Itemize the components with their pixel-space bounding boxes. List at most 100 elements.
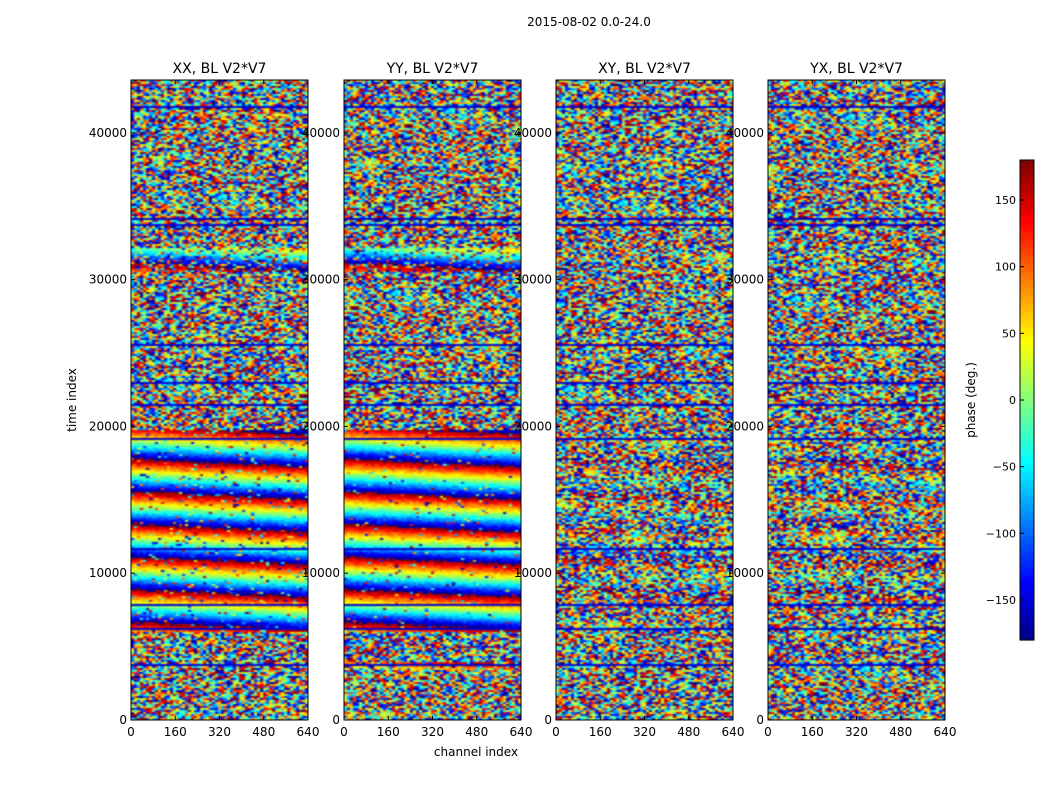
colorbar-segment bbox=[1020, 188, 1034, 193]
colorbar-segment bbox=[1020, 332, 1034, 337]
colorbar-segment bbox=[1020, 468, 1034, 473]
colorbar-tick-label: −150 bbox=[986, 594, 1016, 607]
x-tick-label: 640 bbox=[934, 725, 957, 739]
x-tick-label: 160 bbox=[589, 725, 612, 739]
colorbar-segment bbox=[1020, 496, 1034, 501]
colorbar-segment bbox=[1020, 368, 1034, 373]
colorbar-segment bbox=[1020, 272, 1034, 277]
colorbar-segment bbox=[1020, 576, 1034, 581]
colorbar-segment bbox=[1020, 400, 1034, 405]
colorbar-segment bbox=[1020, 248, 1034, 253]
colorbar-segment bbox=[1020, 460, 1034, 465]
heatmap-cells bbox=[768, 80, 945, 720]
colorbar-segment bbox=[1020, 328, 1034, 333]
x-tick-label: 0 bbox=[764, 725, 772, 739]
colorbar-segment bbox=[1020, 336, 1034, 341]
colorbar-segment bbox=[1020, 556, 1034, 561]
y-tick-label: 30000 bbox=[302, 273, 340, 287]
y-tick-label: 10000 bbox=[726, 566, 764, 580]
colorbar-segment bbox=[1020, 412, 1034, 417]
x-tick-label: 640 bbox=[297, 725, 320, 739]
colorbar-segment bbox=[1020, 240, 1034, 245]
panel-3: XY, BL V2*V7 0 160 320 480 640 0 10000 20000 3000… bbox=[514, 61, 745, 739]
colorbar-segment bbox=[1020, 304, 1034, 309]
y-tick-label: 0 bbox=[756, 713, 764, 727]
y-tick-label: 10000 bbox=[89, 566, 127, 580]
colorbar-segment bbox=[1020, 424, 1034, 429]
x-tick-label: 320 bbox=[845, 725, 868, 739]
colorbar-segment bbox=[1020, 476, 1034, 481]
colorbar-segment bbox=[1020, 528, 1034, 533]
colorbar-tick-label: −100 bbox=[986, 527, 1016, 540]
colorbar-segment bbox=[1020, 492, 1034, 497]
colorbar-segment bbox=[1020, 568, 1034, 573]
colorbar-segment bbox=[1020, 512, 1034, 517]
y-tick-label: 20000 bbox=[89, 419, 127, 433]
colorbar-segment bbox=[1020, 500, 1034, 505]
colorbar-segment bbox=[1020, 440, 1034, 445]
colorbar-segment bbox=[1020, 364, 1034, 369]
colorbar-label: phase (deg.) bbox=[964, 362, 978, 438]
panel-1: XX, BL V2*V7 0 160 320 480 640 0 10000 20000 3000… bbox=[89, 61, 320, 739]
colorbar-segment bbox=[1020, 580, 1034, 585]
y-axis-label: time index bbox=[65, 368, 79, 432]
colorbar-segment bbox=[1020, 256, 1034, 261]
colorbar-segment bbox=[1020, 420, 1034, 425]
colorbar-segment bbox=[1020, 320, 1034, 325]
colorbar-segment bbox=[1020, 312, 1034, 317]
colorbar-segment bbox=[1020, 620, 1034, 625]
x-tick-label: 480 bbox=[677, 725, 700, 739]
colorbar-segment bbox=[1020, 480, 1034, 485]
colorbar-segment bbox=[1020, 160, 1034, 165]
colorbar-segment bbox=[1020, 516, 1034, 521]
y-tick-label: 20000 bbox=[726, 419, 764, 433]
heatmap-cells bbox=[131, 80, 308, 720]
colorbar-segment bbox=[1020, 604, 1034, 609]
colorbar-segment bbox=[1020, 244, 1034, 249]
x-tick-label: 160 bbox=[801, 725, 824, 739]
y-tick-label: 0 bbox=[332, 713, 340, 727]
colorbar-segment bbox=[1020, 352, 1034, 357]
colorbar-segment bbox=[1020, 508, 1034, 513]
colorbar-segment bbox=[1020, 372, 1034, 377]
colorbar-segment bbox=[1020, 200, 1034, 205]
colorbar-segment bbox=[1020, 396, 1034, 401]
panel-title: XY, BL V2*V7 bbox=[598, 61, 691, 77]
colorbar-segment bbox=[1020, 564, 1034, 569]
colorbar-tick-label: −50 bbox=[993, 461, 1016, 474]
colorbar-segment bbox=[1020, 220, 1034, 225]
x-tick-label: 320 bbox=[421, 725, 444, 739]
colorbar-segment bbox=[1020, 176, 1034, 181]
colorbar-segment bbox=[1020, 592, 1034, 597]
x-tick-label: 640 bbox=[510, 725, 533, 739]
y-tick-label: 20000 bbox=[514, 419, 552, 433]
y-tick-label: 10000 bbox=[302, 566, 340, 580]
x-tick-label: 0 bbox=[127, 725, 135, 739]
colorbar-segment bbox=[1020, 260, 1034, 265]
colorbar-segment bbox=[1020, 276, 1034, 281]
colorbar-segment bbox=[1020, 316, 1034, 321]
colorbar-segment bbox=[1020, 436, 1034, 441]
colorbar-segment bbox=[1020, 484, 1034, 489]
colorbar-segment bbox=[1020, 628, 1034, 633]
colorbar-segment bbox=[1020, 544, 1034, 549]
x-tick-label: 320 bbox=[208, 725, 231, 739]
colorbar-tick-label: 100 bbox=[995, 261, 1016, 274]
colorbar-segment bbox=[1020, 212, 1034, 217]
colorbar-segment bbox=[1020, 308, 1034, 313]
colorbar-segment bbox=[1020, 264, 1034, 269]
colorbar-segment bbox=[1020, 596, 1034, 601]
colorbar-segment bbox=[1020, 456, 1034, 461]
colorbar-tick-label: 150 bbox=[995, 194, 1016, 207]
panel-title: XX, BL V2*V7 bbox=[173, 61, 267, 77]
colorbar-segment bbox=[1020, 432, 1034, 437]
x-tick-label: 160 bbox=[164, 725, 187, 739]
colorbar-segment bbox=[1020, 224, 1034, 229]
colorbar-segment bbox=[1020, 288, 1034, 293]
colorbar-segment bbox=[1020, 452, 1034, 457]
panel-title: YX, BL V2*V7 bbox=[809, 61, 903, 77]
colorbar-tick-label: 0 bbox=[1009, 394, 1016, 407]
y-tick-label: 30000 bbox=[514, 273, 552, 287]
colorbar-segment bbox=[1020, 532, 1034, 537]
